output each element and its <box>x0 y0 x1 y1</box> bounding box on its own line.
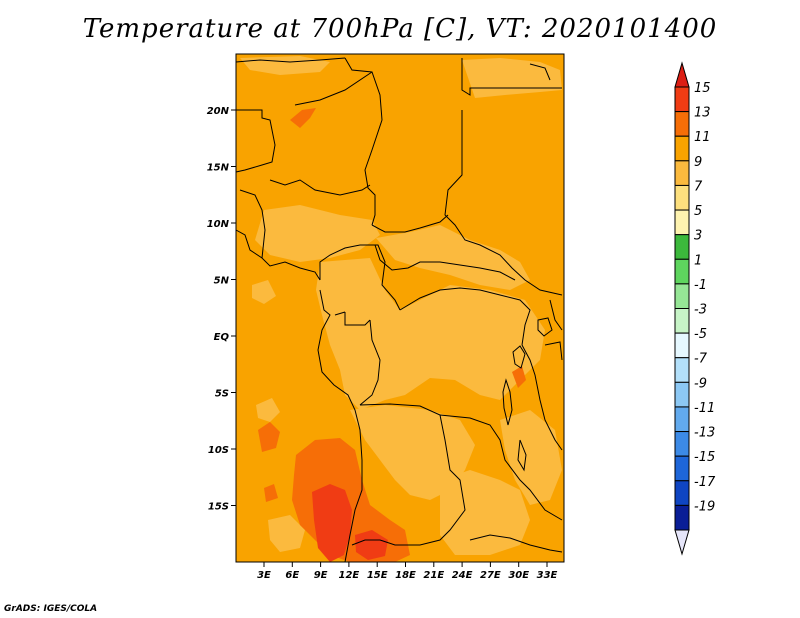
colorbar-segment <box>674 135 690 162</box>
lon-tick-label: 12E <box>339 570 360 581</box>
lon-tick-label: 6E <box>285 570 299 581</box>
colorbar-label: 9 <box>694 155 702 170</box>
colorbar-label: -17 <box>694 475 716 490</box>
colorbar-top-arrow <box>674 61 690 88</box>
colorbar-segment <box>674 160 690 186</box>
colorbar-label: 13 <box>694 106 711 121</box>
temperature-field-7-9 <box>240 56 562 555</box>
colorbar-segment <box>674 431 690 457</box>
lat-tick-label: EQ <box>214 332 230 343</box>
colorbar-segment <box>674 406 690 433</box>
colorbar-label: -19 <box>694 499 715 514</box>
lat-tick-label: 15N <box>207 163 230 174</box>
map-title: Temperature at 700hPa [C], VT: 202010140… <box>82 14 718 44</box>
colorbar-segment <box>674 455 690 482</box>
lon-tick-label: 21E <box>423 570 444 581</box>
colorbar-segment <box>674 283 690 309</box>
lon-tick-label: 18E <box>395 570 416 581</box>
colorbar: 15 13 11 9 7 5 3 1 -1 -3 -5 -7 -9 -11 -13 -15 -17 -19 <box>674 61 716 556</box>
latitude-axis: 20N 15N 10N 5N EQ 5S 10S 15S <box>207 106 236 513</box>
colorbar-label: 3 <box>694 229 702 244</box>
colorbar-label: 15 <box>694 81 711 96</box>
colorbar-label: -11 <box>694 401 715 416</box>
colorbar-segment <box>674 332 690 359</box>
lon-tick-label: 27E <box>480 570 501 581</box>
colorbar-segment <box>674 357 690 383</box>
lat-tick-label: 10S <box>208 445 229 456</box>
lon-tick-label: 15E <box>367 570 388 581</box>
lat-tick-label: 15S <box>208 502 229 513</box>
lon-tick-label: 30E <box>508 570 529 581</box>
colorbar-segment <box>674 308 690 334</box>
lon-tick-label: 33E <box>537 570 558 581</box>
lon-tick-label: 3E <box>257 570 271 581</box>
colorbar-label: 7 <box>694 179 703 194</box>
colorbar-segment <box>674 258 690 285</box>
colorbar-segment <box>674 111 690 137</box>
colorbar-segment <box>674 184 690 211</box>
lakes <box>502 317 553 472</box>
grads-credit: GrADS: IGES/COLA <box>4 604 98 614</box>
colorbar-segment <box>674 234 690 260</box>
country-borders <box>235 57 563 563</box>
colorbar-segment <box>674 381 690 408</box>
colorbar-label: -3 <box>694 303 707 318</box>
lon-tick-label: 9E <box>314 570 328 581</box>
colorbar-segment <box>674 86 690 113</box>
colorbar-segment <box>674 504 690 531</box>
colorbar-label: -5 <box>694 327 707 342</box>
colorbar-segment <box>674 480 690 506</box>
colorbar-label: -13 <box>694 426 715 441</box>
colorbar-bottom-arrow <box>674 529 690 556</box>
lat-tick-label: 10N <box>207 219 230 230</box>
lon-tick-label: 24E <box>452 570 473 581</box>
colorbar-label: -15 <box>694 450 715 465</box>
colorbar-segment <box>674 209 690 236</box>
temperature-field-13-15 <box>312 484 388 562</box>
colorbar-label: -9 <box>694 376 707 391</box>
colorbar-label: -1 <box>694 278 707 293</box>
lat-tick-label: 5N <box>214 276 230 287</box>
colorbar-label: -7 <box>694 352 708 367</box>
map-panel <box>235 53 565 563</box>
lat-tick-label: 20N <box>207 106 230 117</box>
colorbar-label: 11 <box>694 130 711 145</box>
colorbar-label: 1 <box>694 253 702 268</box>
lat-tick-label: 5S <box>215 389 229 400</box>
longitude-axis: 3E 6E 9E 12E 15E 18E 21E 24E 27E 30E 33E <box>257 562 558 581</box>
colorbar-label: 5 <box>694 204 702 219</box>
map-frame <box>235 53 565 563</box>
